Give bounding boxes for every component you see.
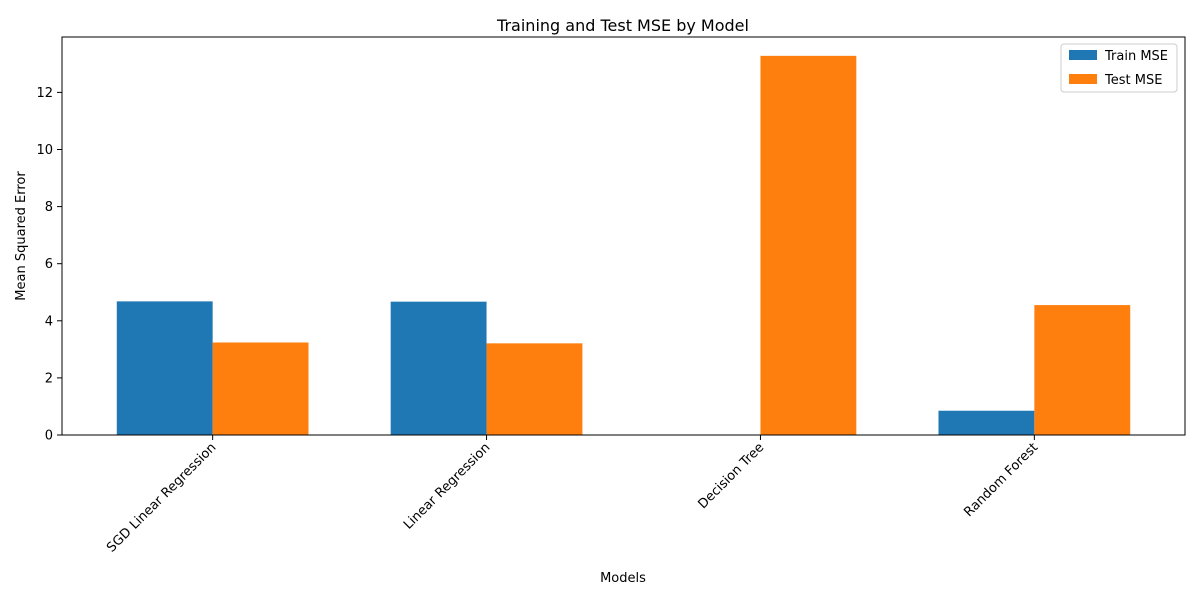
x-tick-label-0: SGD Linear Regression bbox=[104, 440, 219, 555]
plot-frame bbox=[61, 36, 1186, 436]
bar-train-1 bbox=[390, 301, 487, 435]
x-tick-label-3: Random Forest bbox=[961, 440, 1041, 520]
bar-test-3 bbox=[1034, 305, 1131, 435]
y-tick-label-3: 6 bbox=[45, 257, 53, 272]
bar-test-2 bbox=[760, 55, 857, 435]
legend-label-test: Test MSE bbox=[1104, 73, 1162, 88]
x-axis-label: Models bbox=[600, 571, 646, 586]
y-tick-label-5: 10 bbox=[36, 143, 53, 158]
bars-group bbox=[116, 55, 1131, 435]
legend-swatch-train bbox=[1069, 50, 1097, 60]
x-axis-ticks: SGD Linear Regression Linear Regression De… bbox=[104, 435, 1041, 556]
y-axis-label: Mean Squared Error bbox=[14, 171, 29, 301]
bar-test-0 bbox=[212, 342, 309, 435]
legend-label-train: Train MSE bbox=[1104, 49, 1168, 64]
legend: Train MSE Test MSE bbox=[1060, 43, 1178, 93]
legend-swatch-test bbox=[1069, 74, 1097, 84]
bar-train-3 bbox=[938, 410, 1035, 435]
y-tick-label-0: 0 bbox=[45, 429, 53, 444]
bar-test-1 bbox=[486, 343, 583, 435]
chart-title: Training and Test MSE by Model bbox=[496, 16, 749, 35]
bar-train-0 bbox=[116, 301, 213, 435]
x-tick-label-2: Decision Tree bbox=[695, 440, 767, 512]
x-tick-label-1: Linear Regression bbox=[401, 440, 493, 532]
y-axis-ticks: 0 2 4 6 8 10 12 bbox=[36, 86, 62, 444]
y-tick-label-1: 2 bbox=[45, 371, 53, 386]
y-tick-label-4: 8 bbox=[45, 200, 53, 215]
y-tick-label-2: 4 bbox=[45, 314, 53, 329]
y-tick-label-6: 12 bbox=[36, 86, 53, 101]
